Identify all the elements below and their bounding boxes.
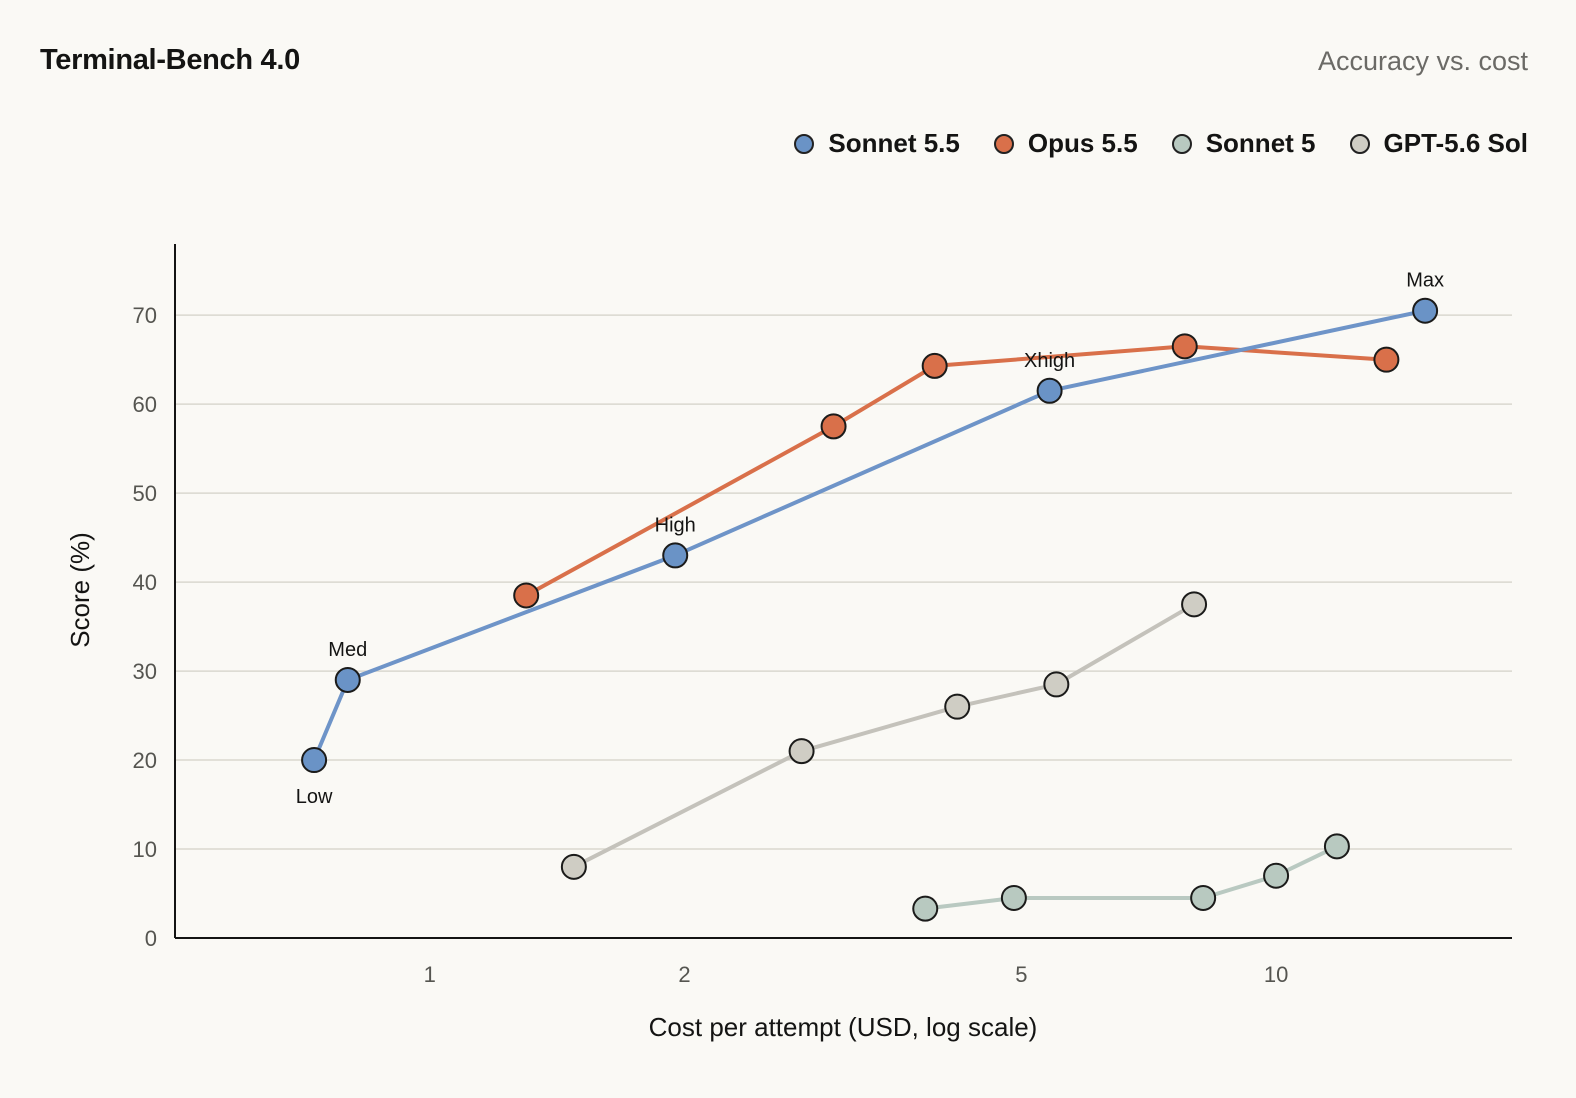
data-point: [944, 693, 971, 720]
data-point: [560, 853, 587, 880]
axes: [174, 244, 1512, 939]
data-point: [921, 352, 948, 379]
point-label: High: [655, 514, 696, 536]
x-tick-label: 5: [1015, 962, 1027, 987]
series-lines: [312, 308, 1428, 911]
data-point: [1263, 862, 1290, 889]
x-axis-title: Cost per attempt (USD, log scale): [649, 1012, 1038, 1042]
legend-swatch: [794, 133, 815, 154]
data-point: [1000, 884, 1027, 911]
data-point: [334, 666, 361, 693]
y-tick-label: 30: [133, 659, 157, 684]
legend: Sonnet 5.5 Opus 5.5 Sonnet 5 GPT-5.6 Sol: [794, 128, 1528, 159]
point-label: Low: [296, 786, 333, 808]
data-point: [1323, 833, 1350, 860]
chart-subtitle: Accuracy vs. cost: [1317, 46, 1528, 76]
data-point: [1036, 377, 1063, 404]
grid-lines: [175, 314, 1512, 850]
data-point: [1373, 346, 1400, 373]
legend-label: Sonnet 5.5: [828, 128, 960, 158]
x-tick-label: 2: [678, 962, 690, 987]
series-line: [571, 602, 1197, 869]
y-tick-label: 60: [133, 392, 157, 417]
y-tick-label: 0: [145, 926, 157, 951]
series-line: [312, 308, 1428, 763]
legend-item-gpt-5-6-sol: GPT-5.6 Sol: [1349, 128, 1529, 159]
data-point: [1190, 884, 1217, 911]
legend-item-sonnet-5-5: Sonnet 5.5: [794, 128, 960, 159]
data-point: [912, 895, 939, 922]
x-tick-labels: 1 2 5 10: [424, 962, 1289, 987]
data-point: [1171, 333, 1198, 360]
data-point: [1181, 591, 1208, 618]
y-tick-label: 10: [133, 837, 157, 862]
y-tick-labels: 0 10 20 30 40 50 60 70: [133, 303, 157, 951]
data-point: [513, 582, 540, 609]
data-point: [1412, 297, 1439, 324]
data-point: [1043, 671, 1070, 698]
y-tick-label: 40: [133, 570, 157, 595]
legend-swatch: [993, 133, 1014, 154]
legend-item-opus-5-5: Opus 5.5: [993, 128, 1138, 159]
y-tick-label: 70: [133, 303, 157, 328]
series-line: [524, 344, 1389, 598]
point-label: Xhigh: [1024, 350, 1075, 372]
legend-label: GPT-5.6 Sol: [1383, 128, 1529, 158]
y-tick-label: 20: [133, 748, 157, 773]
data-point: [820, 413, 847, 440]
chart-title: Terminal-Bench 4.0: [40, 44, 300, 76]
point-label: Med: [328, 639, 367, 661]
legend-label: Sonnet 5: [1205, 128, 1316, 158]
legend-swatch: [1349, 133, 1370, 154]
y-axis-title: Score (%): [65, 532, 95, 648]
point-labels: Low Med High Xhigh Max: [296, 270, 1444, 808]
legend-swatch: [1171, 133, 1192, 154]
data-point: [301, 747, 328, 774]
data-point: [662, 542, 689, 569]
legend-item-sonnet-5: Sonnet 5: [1171, 128, 1316, 159]
y-tick-label: 50: [133, 481, 157, 506]
series-points: [301, 297, 1439, 922]
legend-label: Opus 5.5: [1027, 128, 1138, 158]
data-point: [788, 738, 815, 765]
x-tick-label: 10: [1264, 962, 1288, 987]
point-label: Max: [1406, 270, 1444, 292]
x-tick-label: 1: [424, 962, 436, 987]
